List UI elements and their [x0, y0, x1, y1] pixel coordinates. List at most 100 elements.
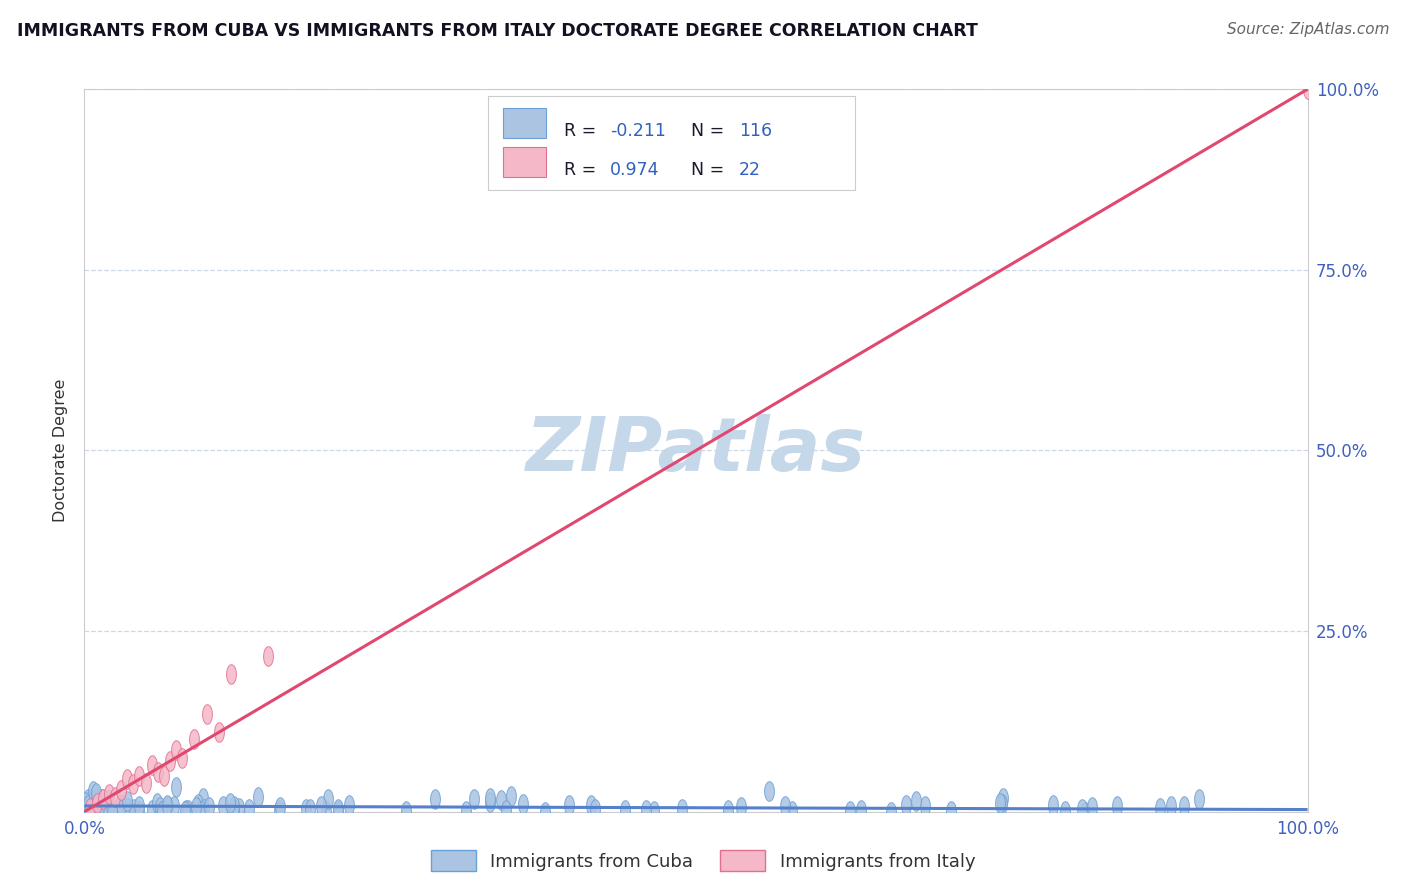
- Point: [512, 797, 534, 812]
- Point: [583, 802, 606, 816]
- Point: [186, 799, 208, 814]
- Point: [173, 804, 195, 818]
- Point: [238, 802, 260, 816]
- Point: [773, 798, 796, 813]
- Point: [97, 793, 120, 807]
- Point: [671, 802, 693, 816]
- Point: [83, 795, 105, 809]
- Point: [716, 803, 738, 817]
- Point: [150, 804, 173, 818]
- Point: [110, 798, 132, 813]
- Point: [77, 803, 100, 817]
- Text: R =: R =: [564, 122, 602, 140]
- Point: [193, 802, 215, 816]
- Point: [614, 803, 637, 817]
- FancyBboxPatch shape: [488, 96, 855, 190]
- Point: [79, 800, 101, 814]
- FancyBboxPatch shape: [503, 108, 546, 138]
- Point: [94, 804, 117, 818]
- Point: [579, 797, 602, 812]
- Point: [165, 780, 187, 794]
- Point: [135, 776, 157, 790]
- Point: [454, 804, 477, 818]
- Point: [730, 800, 752, 814]
- Point: [914, 798, 936, 813]
- Text: R =: R =: [564, 161, 602, 179]
- Point: [122, 802, 145, 816]
- Point: [86, 796, 108, 810]
- Point: [219, 796, 242, 810]
- Text: IMMIGRANTS FROM CUBA VS IMMIGRANTS FROM ITALY DOCTORATE DEGREE CORRELATION CHART: IMMIGRANTS FROM CUBA VS IMMIGRANTS FROM …: [17, 22, 977, 40]
- Point: [298, 802, 321, 816]
- Text: 116: 116: [738, 122, 772, 140]
- Point: [316, 792, 339, 806]
- Point: [228, 800, 250, 814]
- Point: [267, 803, 290, 817]
- Point: [115, 794, 138, 808]
- Point: [991, 797, 1014, 811]
- Point: [395, 804, 418, 818]
- Point: [991, 791, 1014, 805]
- Point: [76, 797, 98, 812]
- Point: [97, 787, 120, 801]
- Point: [197, 800, 219, 814]
- Point: [988, 796, 1011, 810]
- Point: [177, 803, 200, 817]
- Point: [187, 797, 209, 812]
- Point: [195, 707, 218, 722]
- Point: [337, 797, 360, 812]
- Point: [1160, 799, 1182, 814]
- Point: [90, 801, 112, 815]
- Text: N =: N =: [681, 122, 730, 140]
- Point: [93, 805, 115, 819]
- Point: [165, 743, 187, 757]
- Point: [156, 798, 179, 813]
- Point: [489, 792, 512, 806]
- Point: [782, 804, 804, 818]
- Point: [425, 791, 447, 805]
- Point: [103, 805, 125, 819]
- Point: [114, 800, 136, 814]
- Point: [190, 805, 212, 819]
- Point: [128, 769, 150, 783]
- Point: [104, 805, 127, 819]
- Point: [73, 795, 96, 809]
- Text: ZIPatlas: ZIPatlas: [526, 414, 866, 487]
- Text: -0.211: -0.211: [610, 122, 666, 140]
- Point: [212, 798, 235, 813]
- Point: [110, 783, 132, 797]
- Point: [558, 798, 581, 813]
- Point: [89, 800, 111, 814]
- Point: [91, 792, 114, 806]
- Point: [499, 789, 522, 803]
- Point: [174, 803, 197, 817]
- Point: [1074, 805, 1097, 819]
- Point: [534, 805, 557, 819]
- Point: [851, 803, 873, 817]
- FancyBboxPatch shape: [503, 147, 546, 178]
- Point: [309, 798, 332, 813]
- Point: [1071, 802, 1094, 816]
- Point: [495, 803, 517, 817]
- Point: [84, 786, 107, 800]
- Point: [84, 788, 107, 802]
- Point: [128, 804, 150, 818]
- Point: [77, 801, 100, 815]
- Point: [894, 797, 917, 812]
- Point: [1053, 804, 1076, 818]
- Point: [87, 800, 110, 814]
- Point: [463, 791, 485, 805]
- Text: Source: ZipAtlas.com: Source: ZipAtlas.com: [1226, 22, 1389, 37]
- Point: [1149, 800, 1171, 814]
- Point: [247, 789, 270, 804]
- Point: [149, 800, 172, 814]
- Point: [904, 794, 927, 808]
- Point: [1173, 798, 1195, 813]
- Point: [97, 804, 120, 818]
- Point: [941, 804, 963, 818]
- Point: [1042, 798, 1064, 813]
- Point: [122, 777, 145, 791]
- Point: [1107, 799, 1129, 814]
- Point: [87, 803, 110, 817]
- Point: [1081, 800, 1104, 814]
